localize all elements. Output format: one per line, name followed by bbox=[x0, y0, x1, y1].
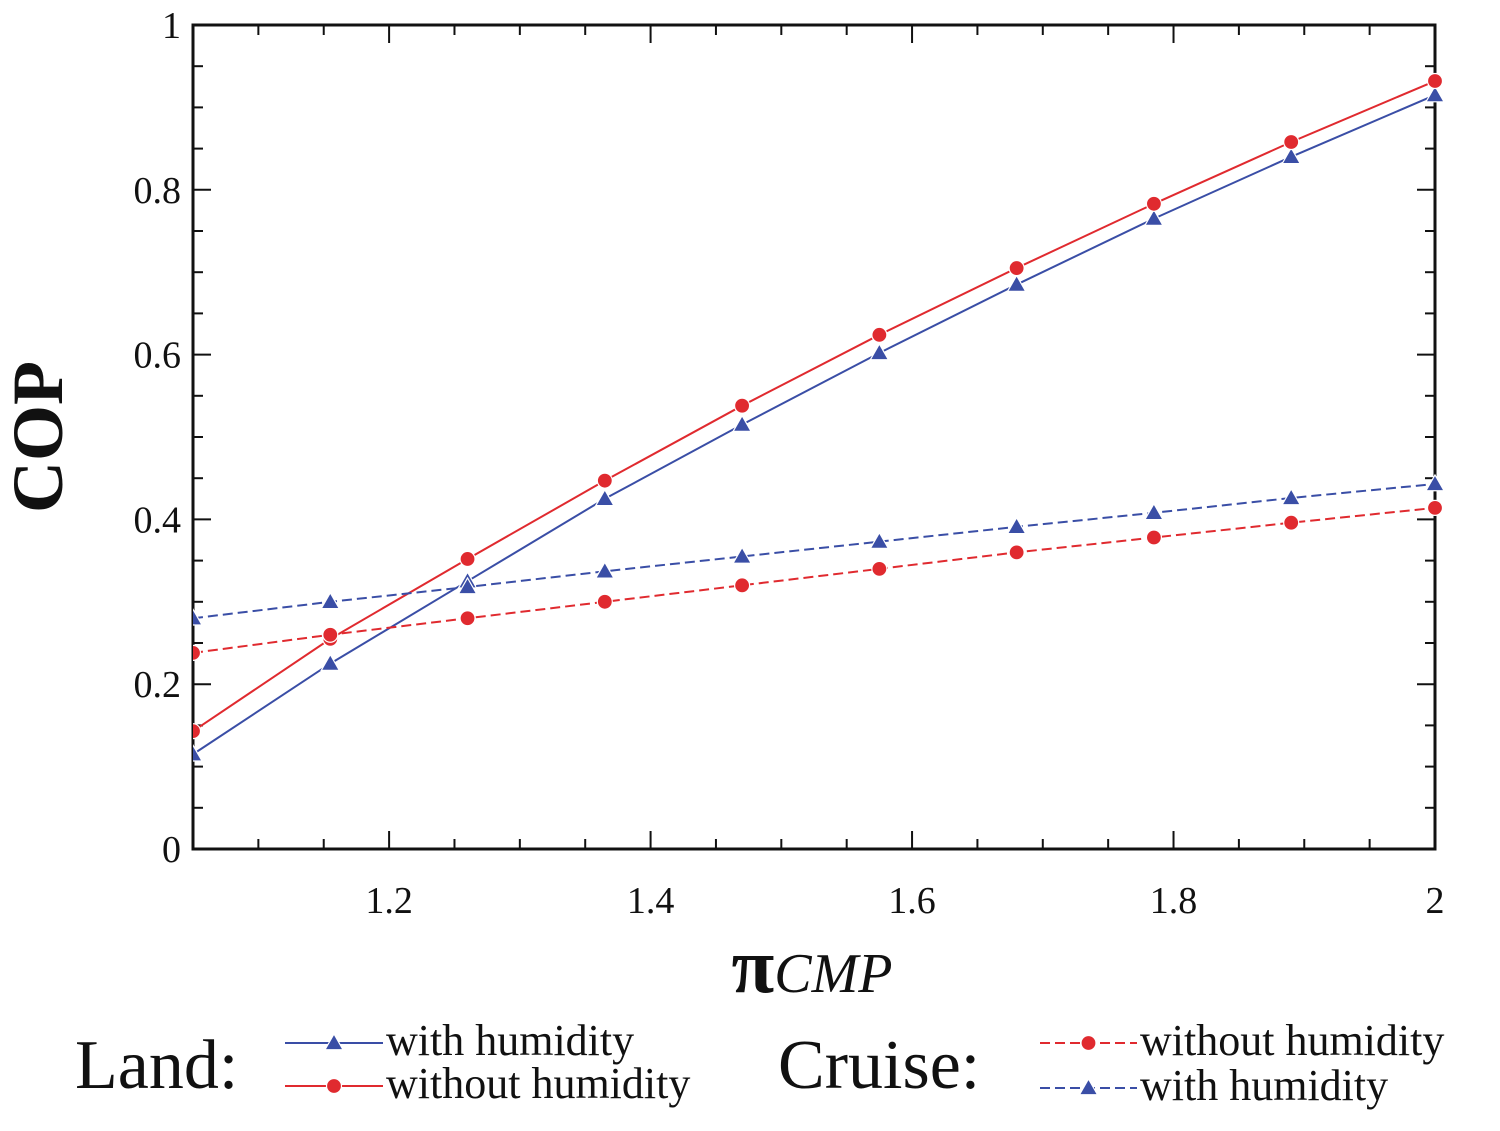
data-point bbox=[1283, 514, 1300, 531]
y-axis-label: COP bbox=[0, 361, 78, 513]
data-point bbox=[320, 591, 341, 610]
legend-entry-label: without humidity bbox=[1140, 1016, 1444, 1065]
data-point bbox=[1426, 72, 1444, 90]
legend-entry-label: with humidity bbox=[1140, 1061, 1388, 1110]
data-point bbox=[1143, 502, 1164, 521]
legend-group-label: Land: bbox=[75, 1027, 238, 1104]
data-point bbox=[871, 326, 888, 343]
legend-sample-marker bbox=[323, 1032, 345, 1051]
data-point bbox=[193, 608, 204, 626]
legend-sample-marker bbox=[325, 1077, 343, 1095]
legend-sample-marker bbox=[1080, 1034, 1097, 1052]
data-point bbox=[1008, 544, 1025, 561]
data-point bbox=[732, 414, 753, 432]
data-point bbox=[193, 644, 202, 661]
series-3 bbox=[193, 473, 1446, 626]
series-line bbox=[193, 80, 1436, 732]
series-2 bbox=[193, 499, 1444, 661]
data-point bbox=[1281, 487, 1302, 506]
data-point bbox=[1426, 499, 1444, 516]
data-point bbox=[869, 342, 890, 361]
x-tick-label: 1.4 bbox=[627, 880, 675, 922]
x-tick-label: 1.8 bbox=[1150, 880, 1198, 922]
y-tick-label: 0.2 bbox=[134, 664, 182, 706]
data-point bbox=[732, 546, 753, 564]
legend-entry-label: with humidity bbox=[386, 1016, 634, 1065]
data-point bbox=[1008, 259, 1025, 277]
data-point bbox=[596, 593, 613, 610]
data-point bbox=[193, 723, 202, 740]
y-tick-label: 0.6 bbox=[134, 335, 182, 377]
data-point bbox=[594, 561, 615, 579]
axes-layer: 1.2 1.4 1.6 1.8 2 0 0.2 0.4 0.6 0.8 1 bbox=[134, 5, 1445, 922]
legend-sample-marker bbox=[1078, 1077, 1099, 1096]
data-point bbox=[596, 472, 613, 489]
plot-frame bbox=[191, 23, 1437, 851]
data-point bbox=[457, 576, 478, 595]
data-point bbox=[733, 577, 751, 594]
legend-group-label: Cruise: bbox=[778, 1027, 980, 1104]
data-point bbox=[459, 550, 476, 568]
series-0 bbox=[193, 84, 1446, 762]
y-tick-label: 0.8 bbox=[134, 170, 182, 212]
data-point bbox=[193, 744, 204, 762]
x-axis-label-subscript: CMP bbox=[774, 943, 892, 1005]
data-point bbox=[1145, 529, 1163, 546]
data-point bbox=[1006, 516, 1027, 535]
x-axis-label: πCMP bbox=[732, 922, 893, 1009]
x-axis-label-symbol: π bbox=[732, 922, 775, 1009]
x-tick-label: 2 bbox=[1426, 880, 1445, 922]
data-point bbox=[1006, 274, 1027, 292]
legend-entry-label: without humidity bbox=[386, 1059, 690, 1108]
series-line bbox=[193, 482, 1436, 620]
series-layer bbox=[193, 72, 1446, 762]
x-tick-label: 1.2 bbox=[365, 880, 413, 922]
data-point bbox=[1283, 133, 1300, 151]
y-tick-label: 0.4 bbox=[134, 499, 182, 541]
y-tick-label: 1 bbox=[162, 5, 181, 47]
data-point bbox=[1143, 208, 1164, 226]
data-point bbox=[594, 488, 615, 507]
data-point bbox=[1424, 473, 1446, 492]
series-line bbox=[193, 506, 1436, 654]
data-point bbox=[869, 531, 890, 549]
x-tick-label: 1.6 bbox=[888, 880, 936, 922]
data-point bbox=[320, 653, 341, 671]
data-point bbox=[733, 397, 751, 414]
data-point bbox=[1145, 195, 1163, 212]
data-point bbox=[459, 610, 476, 627]
data-point bbox=[1424, 84, 1446, 103]
data-point bbox=[1281, 146, 1302, 165]
y-tick-label: 0 bbox=[162, 829, 181, 871]
series-line bbox=[193, 94, 1436, 756]
data-point bbox=[322, 626, 339, 643]
data-point bbox=[871, 560, 888, 577]
